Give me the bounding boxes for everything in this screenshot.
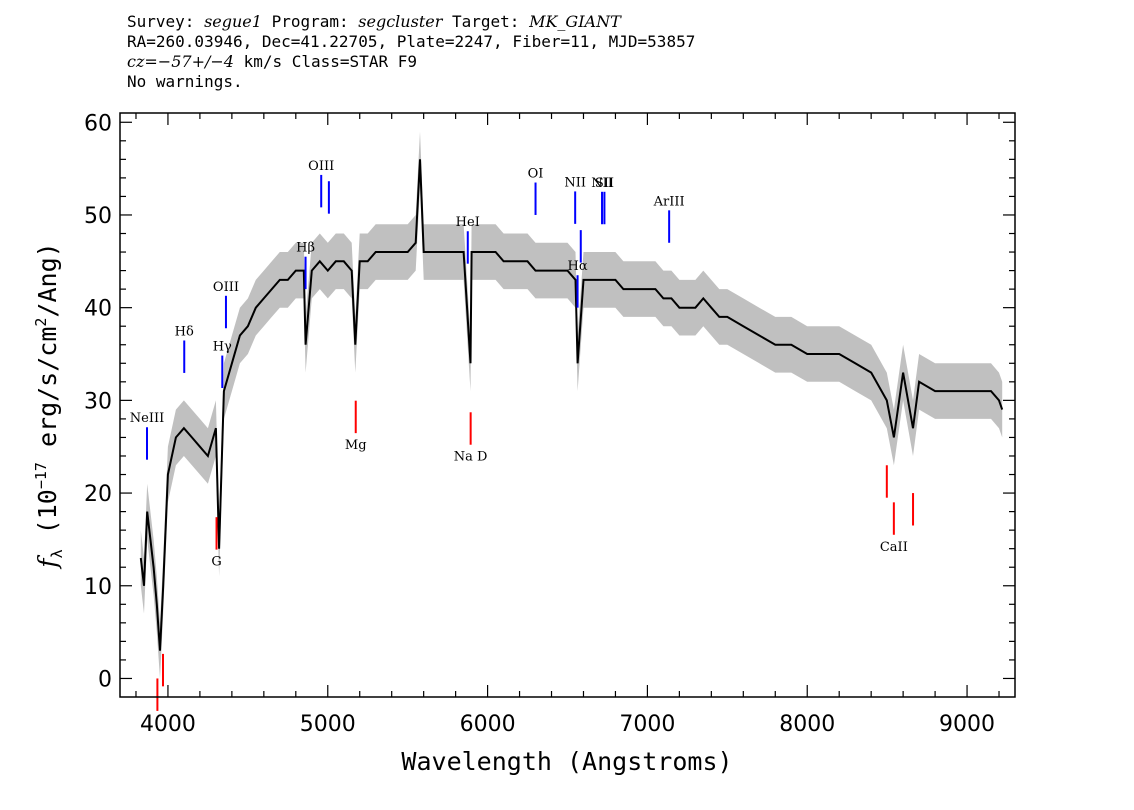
flux-line [139,159,1004,651]
survey-label: Survey: [127,12,195,31]
y-label-post: /Ang) [33,242,62,317]
survey-value: segue1 [204,12,262,31]
spectral-lines: NeIIIHδHγOIIIHβOIIIHeIOINIIHαNIISIIArIII… [130,159,915,711]
spectrum-header: Survey: segue1 Program: segcluster Targe… [127,12,695,92]
program-label: Program: [271,12,349,31]
y-label-mid: erg/s/cm [33,327,62,462]
y-tick-label: 10 [84,575,112,600]
emission-label-SII_6731: SII [595,176,614,191]
y-label-f: f [33,555,62,570]
cz-label: cz= [127,52,158,71]
class-text: km/s Class=STAR F9 [233,52,417,71]
y-label-exp2: 2 [32,318,50,327]
flux-error-band [140,131,1003,679]
emission-label-Halpha: Hα [568,259,588,274]
y-tick-label: 40 [84,297,112,322]
emission-label-NII_6548: NII [564,175,586,190]
emission-label-Hdelta: Hδ [175,324,194,339]
y-tick-label: 0 [98,667,112,692]
y-tick-label: 50 [84,204,112,229]
x-tick-label: 5000 [300,712,356,737]
emission-label-OIII_4363: OIII [213,280,239,295]
target-label: Target: [452,12,520,31]
header-line-1: Survey: segue1 Program: segcluster Targe… [127,12,695,32]
absorption-label-G: G [211,555,221,570]
y-label-exp: −17 [32,462,50,489]
emission-label-OI: OI [528,167,544,182]
y-label-lambda: λ [48,549,66,558]
emission-label-SII_6716: NII [591,176,613,191]
plot-frame [119,112,1016,698]
emission-label-Hgamma: Hγ [213,340,232,355]
emission-label-Hbeta: Hβ [296,241,315,256]
x-tick-label: 6000 [460,712,516,737]
absorption-label-Mg: Mg [345,438,367,453]
x-tick-label: 4000 [140,712,196,737]
cz-value: −57+/−4 [157,52,234,71]
y-label-pre: (10 [33,489,62,549]
absorption-label-NaD: Na D [454,450,488,465]
plot-area [139,131,1004,679]
emission-label-OIII_4959: OIII [308,159,334,174]
emission-label-NeIII: NeIII [130,411,164,426]
header-line-3: cz=−57+/−4 km/s Class=STAR F9 [127,52,695,72]
target-value: MK_GIANT [529,12,621,31]
x-tick-label: 7000 [619,712,675,737]
program-value: segcluster [358,12,443,31]
y-tick-label: 30 [84,389,112,414]
x-tick-label: 9000 [939,712,995,737]
axis-ticks: 4000 5000 6000 7000 8000 9000 0 10 20 30 40 50 60 [84,111,1015,737]
x-tick-label: 8000 [779,712,835,737]
emission-label-HeI: HeI [456,215,480,230]
y-tick-label: 60 [84,111,112,136]
absorption-label-CaII_8542: CaII [880,540,908,555]
y-tick-label: 20 [84,482,112,507]
x-axis-label: Wavelength (Angstroms) [401,747,732,776]
header-line-2: RA=260.03946, Dec=41.22705, Plate=2247, … [127,32,696,51]
emission-label-ArIII: ArIII [653,194,685,209]
header-line-4: No warnings. [127,72,243,91]
y-axis-label: fλ (10−17 erg/s/cm2/Ang) [32,242,66,569]
